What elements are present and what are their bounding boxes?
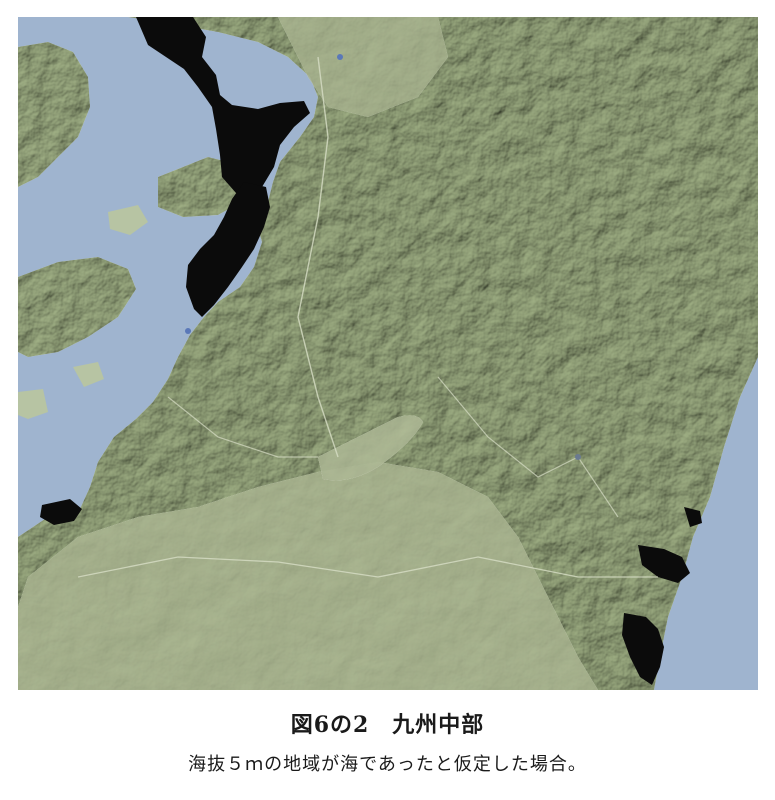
figure-title: 図6の2 九州中部 — [290, 712, 485, 738]
plain-area — [18, 462, 598, 690]
flooded-lowland-east-3 — [684, 507, 702, 527]
island-north-west — [18, 42, 90, 187]
flooded-lowland-north — [136, 17, 310, 195]
caldera-plain — [318, 415, 423, 481]
map-image — [18, 17, 758, 690]
terrain-map — [18, 17, 758, 690]
islet-1 — [108, 205, 148, 235]
road-line — [77, 556, 658, 578]
flooded-lowland-yatsushiro — [186, 182, 270, 317]
road-line — [167, 396, 318, 458]
islet-3 — [18, 389, 48, 419]
northern-plain — [278, 17, 448, 117]
map-marker — [575, 454, 581, 460]
road-line — [437, 376, 619, 518]
map-marker — [337, 54, 343, 60]
flooded-lowland-east-2 — [622, 613, 664, 685]
flooded-lowland-southwest — [40, 499, 82, 525]
road-line — [297, 56, 339, 458]
flooded-lowland-east-1 — [638, 545, 690, 583]
map-marker — [185, 328, 191, 334]
islet-2 — [73, 362, 104, 387]
figure-description: 海抜５ｍの地域が海であったと仮定した場合。 — [188, 754, 587, 775]
island-west — [18, 257, 136, 357]
